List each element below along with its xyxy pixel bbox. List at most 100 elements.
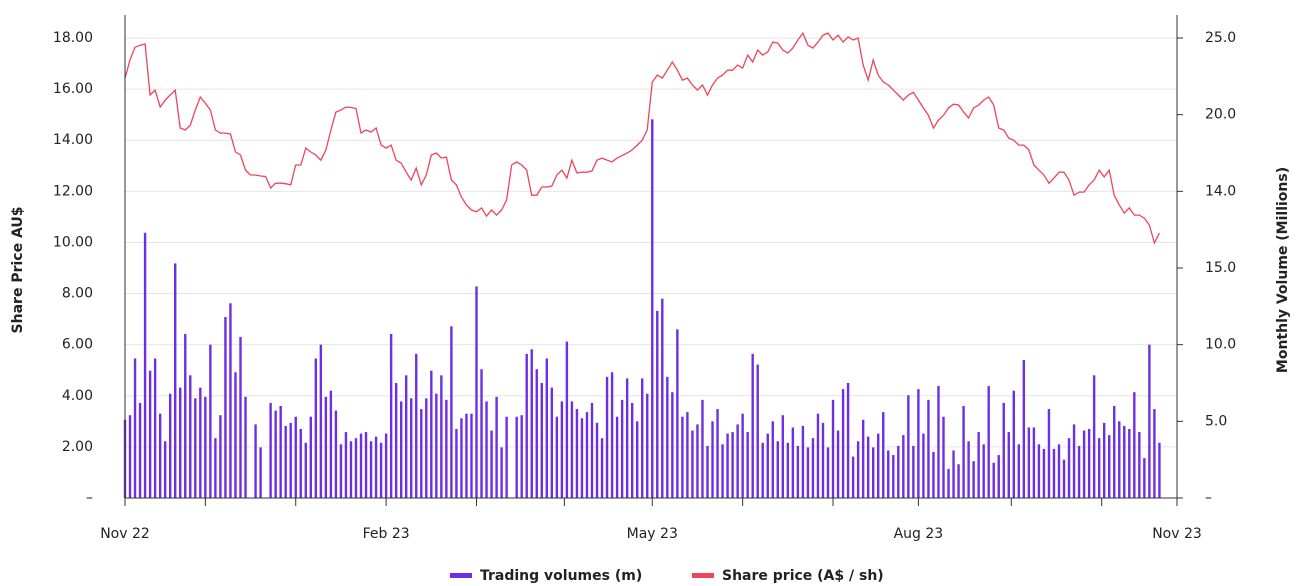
bar [826,447,830,498]
bar [475,286,478,498]
bar [359,433,363,498]
bar [565,341,569,498]
bar [254,424,257,498]
bar [646,393,649,498]
bar [525,353,528,498]
bar [952,450,955,498]
bar [977,432,980,498]
bar [932,452,935,498]
legend-swatch [450,573,472,578]
bar [209,344,212,498]
bar [1148,344,1151,498]
bar [244,396,247,498]
bar [339,444,343,498]
bar [771,421,774,498]
bar [872,447,875,498]
bar [816,413,820,498]
bar [455,429,458,498]
bar [435,393,438,498]
bar [902,435,905,498]
bar [811,438,815,498]
bar [711,421,714,498]
bar [379,442,383,498]
bar [410,398,413,498]
bar [259,447,262,498]
bar [425,398,428,498]
bar [309,416,312,498]
bar [836,430,840,498]
bar [992,462,995,498]
bar [866,436,870,498]
bar [590,402,594,498]
bar [620,399,624,498]
bar [605,376,609,498]
bar [756,364,759,498]
bar [550,387,554,498]
bar [184,333,187,498]
x-tick-label: Aug 23 [894,526,944,542]
bar [696,424,699,498]
y2-tick-label: 15.0 [1205,260,1236,276]
bar [972,461,975,498]
bar [1138,432,1141,498]
price-line [124,31,1160,245]
bar [1143,458,1146,498]
bar [1082,430,1086,498]
bar [912,445,915,498]
bar [224,317,227,498]
bar [681,416,684,498]
bar [364,432,368,498]
bar [570,401,574,498]
bar [560,401,564,498]
y2-tick-label: 14.0 [1205,183,1236,199]
bar [540,383,543,498]
bar [741,413,744,498]
bar [189,375,192,498]
bar [1113,406,1116,498]
bar [1052,448,1056,498]
bar [987,386,990,498]
bar [751,353,754,498]
bar [133,358,137,498]
bar [1027,427,1031,498]
bar [1022,360,1026,498]
bar [1118,421,1121,498]
bar [535,369,538,498]
bar [1002,402,1005,498]
bar [420,409,423,498]
bar [656,310,659,498]
bar [1133,392,1136,498]
bar [907,395,910,498]
bar [1047,409,1051,498]
bar [967,441,970,498]
bar [641,378,644,498]
bar [635,421,639,498]
x-tick-label: May 23 [627,526,678,542]
bar [676,329,679,498]
bar [1108,435,1111,498]
bar [415,353,418,498]
bar [168,393,172,498]
bar [274,410,277,498]
bar [942,416,945,498]
bar [374,436,378,498]
bar [239,337,242,498]
bar [334,410,338,498]
bar [485,401,488,498]
bar [937,386,940,498]
bar [269,402,272,498]
y-tick-label: – [86,490,93,506]
bar [319,344,323,498]
bar [555,416,559,498]
bar [761,442,764,498]
bar [289,422,292,498]
bar [625,378,629,498]
bar [304,442,307,498]
bar [279,406,282,498]
bar [691,430,694,498]
x-tick-label: Nov 22 [100,526,150,542]
bar [284,425,287,498]
bar [721,444,724,498]
bar [515,416,518,498]
legend-label: Trading volumes (m) [480,568,642,584]
